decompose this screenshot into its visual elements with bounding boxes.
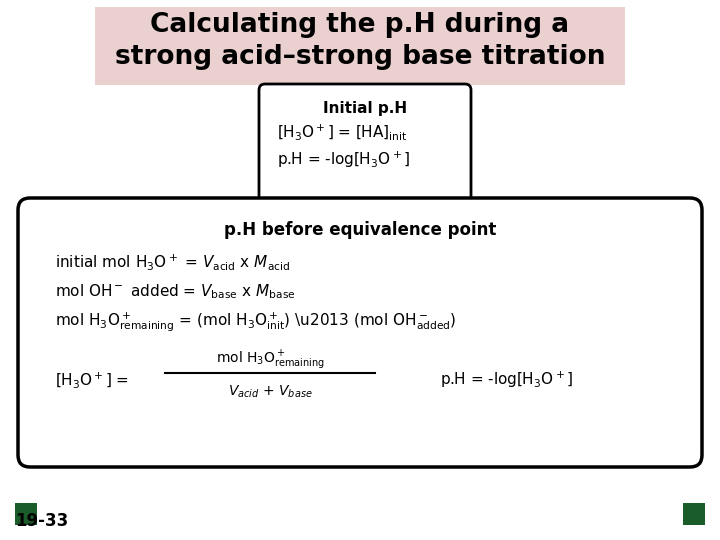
Text: p.H = -log[H$_3$O$^+$]: p.H = -log[H$_3$O$^+$] <box>277 150 410 170</box>
Bar <box>15 503 37 525</box>
Text: mol OH$^-$ added = $\mathit{V}_\mathregular{base}$ x $\mathit{M}_\mathregular{ba: mol OH$^-$ added = $\mathit{V}_\mathregu… <box>55 282 296 301</box>
Text: p.H = -log[H$_3$O$^+$]: p.H = -log[H$_3$O$^+$] <box>440 370 573 390</box>
Text: Calculating the p.H during a: Calculating the p.H during a <box>150 12 570 38</box>
FancyBboxPatch shape <box>95 7 625 85</box>
Text: strong acid–strong base titration: strong acid–strong base titration <box>114 44 606 70</box>
Text: mol H$_3$O$^+_\mathregular{remaining}$: mol H$_3$O$^+_\mathregular{remaining}$ <box>215 348 325 372</box>
Text: 19-33: 19-33 <box>15 512 68 530</box>
FancyBboxPatch shape <box>259 84 471 206</box>
Text: p.H before equivalence point: p.H before equivalence point <box>224 221 496 239</box>
Text: Initial p.H: Initial p.H <box>323 100 407 116</box>
FancyBboxPatch shape <box>18 198 702 467</box>
Text: mol H$_3$O$^+_\mathregular{remaining}$ = (mol H$_3$O$^+_\mathregular{init}$) \u2: mol H$_3$O$^+_\mathregular{remaining}$ =… <box>55 310 456 334</box>
Text: [H$_3$O$^+$] = [HA]$_\mathregular{init}$: [H$_3$O$^+$] = [HA]$_\mathregular{init}$ <box>277 122 408 142</box>
Bar <box>683 503 705 525</box>
Text: $\mathit{V}_\mathregular{acid}$ + $\mathit{V}_\mathregular{base}$: $\mathit{V}_\mathregular{acid}$ + $\math… <box>228 384 312 400</box>
Text: initial mol H$_3$O$^+$ = $\mathit{V}_\mathregular{acid}$ x $\mathit{M}_\mathregu: initial mol H$_3$O$^+$ = $\mathit{V}_\ma… <box>55 252 290 272</box>
Text: [H$_3$O$^+$] =: [H$_3$O$^+$] = <box>55 370 129 390</box>
